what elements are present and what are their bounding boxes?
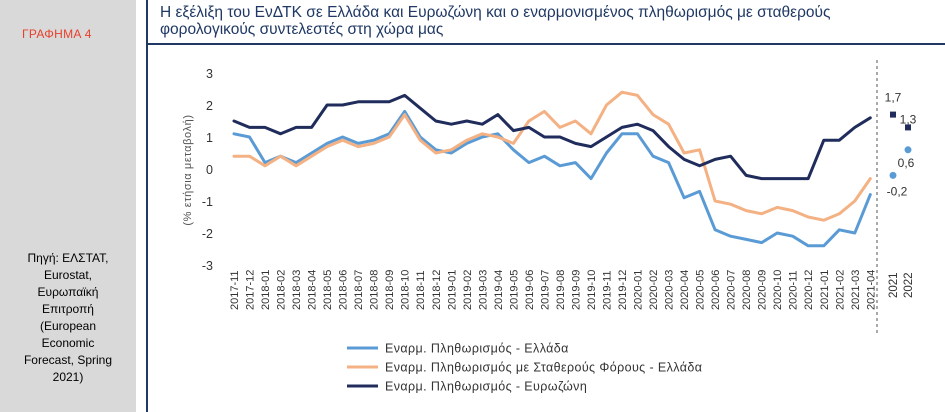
forecast-marker: [905, 124, 911, 131]
source-line: Πηγή: ΕΛΣΤΑΤ,: [27, 251, 109, 265]
source-note: Πηγή: ΕΛΣΤΑΤ, Eurostat, Ευρωπαϊκή Επιτρο…: [0, 250, 136, 386]
sidebar-panel: ΓΡΑΦΗΜΑ 4 Πηγή: ΕΛΣΤΑΤ, Eurostat, Ευρωπα…: [0, 0, 136, 412]
y-tick-label: 0: [206, 163, 213, 177]
forecast-category-label: 2022: [903, 272, 915, 298]
x-tick-label: 2018-01: [260, 270, 272, 310]
x-tick-label: 2018-09: [384, 270, 396, 310]
x-tick-label: 2020-09: [757, 270, 769, 310]
x-tick-label: 2020-03: [664, 270, 676, 310]
forecast-data-label: 0,6: [898, 156, 915, 170]
forecast-data-label: 1,7: [885, 91, 902, 105]
forecast-data-label: -0,2: [887, 184, 908, 198]
x-tick-label: 2018-03: [291, 270, 303, 310]
forecast-marker: [889, 171, 897, 179]
legend-label: Εναρμ. Πληθωρισμός με Σταθερούς Φόρους -…: [385, 361, 702, 375]
title-divider: [146, 43, 945, 45]
x-tick-label: 2020-12: [803, 270, 815, 310]
left-divider: [146, 0, 148, 412]
x-tick-label: 2020-01: [633, 270, 645, 310]
x-tick-label: 2019-11: [601, 270, 613, 310]
x-tick-label: 2021-04: [865, 270, 877, 310]
source-line: (European: [39, 319, 97, 333]
y-tick-label: 2: [206, 99, 213, 113]
y-tick-label: 3: [206, 67, 213, 81]
x-tick-label: 2019-05: [508, 270, 520, 310]
x-tick-label: 2019-01: [446, 270, 458, 310]
x-tick-label: 2018-04: [307, 270, 319, 310]
y-tick-label: -3: [202, 259, 213, 273]
legend-label: Εναρμ. Πληθωρισμός - Ευρωζώνη: [385, 380, 587, 394]
x-tick-label: 2020-02: [648, 270, 660, 310]
x-tick-label: 2021-02: [834, 270, 846, 310]
x-tick-label: 2018-05: [322, 270, 334, 310]
series-line: [232, 93, 872, 181]
forecast-data-label: 1,3: [900, 112, 917, 126]
x-tick-label: 2021-03: [850, 270, 862, 310]
source-line: 2021): [52, 370, 84, 384]
series-line: [232, 90, 872, 222]
x-tick-label: 2020-07: [726, 270, 738, 310]
y-tick-label: 1: [206, 131, 213, 145]
x-tick-label: 2021-01: [819, 270, 831, 310]
source-line: Economic: [41, 336, 95, 350]
series-line: [232, 109, 872, 248]
figure-label: ΓΡΑΦΗΜΑ 4: [22, 27, 92, 41]
x-tick-label: 2018-10: [400, 270, 412, 310]
x-tick-label: 2020-11: [788, 270, 800, 310]
x-tick-label: 2020-04: [679, 270, 691, 310]
x-tick-label: 2018-07: [353, 270, 365, 310]
source-line: Eurostat,: [43, 268, 93, 282]
x-tick-label: 2017-11: [229, 270, 241, 310]
x-tick-label: 2019-07: [539, 270, 551, 310]
x-tick-label: 2019-03: [477, 270, 489, 310]
x-tick-label: 2019-09: [570, 270, 582, 310]
y-axis-label: (% ετήσια μεταβολή): [182, 114, 194, 225]
y-tick-label: -2: [202, 227, 213, 241]
x-tick-label: 2019-08: [555, 270, 567, 310]
x-tick-label: 2020-08: [741, 270, 753, 310]
x-tick-label: 2018-02: [276, 270, 288, 310]
x-tick-label: 2018-12: [431, 270, 443, 310]
x-tick-label: 2019-12: [617, 270, 629, 310]
forecast-marker: [890, 111, 896, 118]
forecast-category-label: 2021: [888, 272, 900, 298]
x-tick-label: 2019-06: [524, 270, 536, 310]
x-tick-label: 2018-11: [415, 270, 427, 310]
x-tick-label: 2018-06: [338, 270, 350, 310]
x-tick-label: 2019-02: [462, 270, 474, 310]
legend-label: Εναρμ. Πληθωρισμός - Ελλάδα: [385, 342, 569, 356]
chart-title: Η εξέλιξη του ΕνΔΤΚ σε Ελλάδα και Ευρωζώ…: [160, 4, 831, 38]
x-tick-label: 2020-05: [695, 270, 707, 310]
x-tick-label: 2018-08: [369, 270, 381, 310]
source-line: Επιτροπή: [42, 302, 94, 316]
forecast-marker: [904, 146, 912, 154]
source-line: Forecast, Spring: [23, 353, 113, 367]
x-tick-label: 2019-04: [493, 270, 505, 310]
source-line: Ευρωπαϊκή: [37, 285, 99, 299]
x-tick-label: 2020-06: [710, 270, 722, 310]
x-tick-label: 2020-10: [772, 270, 784, 310]
y-tick-label: -1: [202, 195, 213, 209]
x-tick-label: 2019-10: [586, 270, 598, 310]
x-tick-label: 2017-12: [245, 270, 257, 310]
